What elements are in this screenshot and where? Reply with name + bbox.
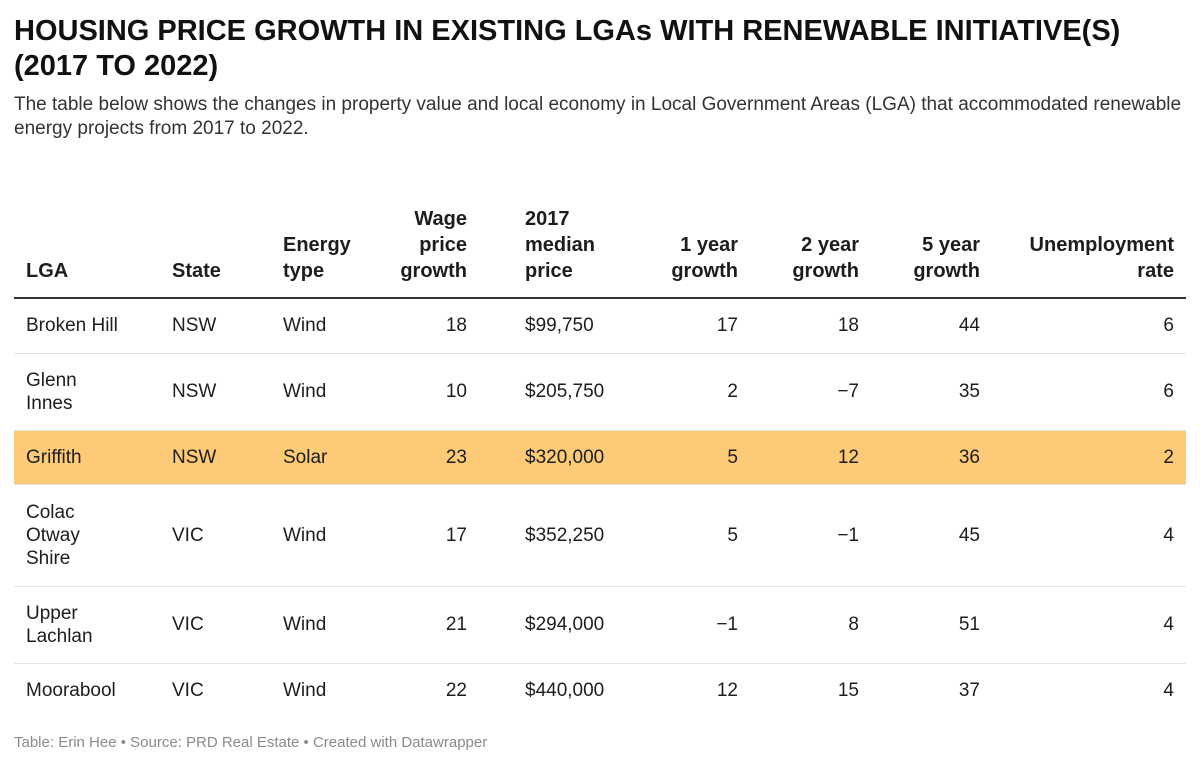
column-header-state: State — [160, 191, 271, 299]
cell-growth-1-year: 5 — [629, 484, 750, 587]
table-row: Upper Lachlan VIC Wind 21 $294,000 −1 8 51 4 — [14, 586, 1186, 664]
cell-growth-5-year: 35 — [871, 353, 992, 431]
cell-growth-1-year: 2 — [629, 353, 750, 431]
cell-growth-2-year: −7 — [750, 353, 871, 431]
cell-growth-1-year: 5 — [629, 430, 750, 485]
column-header-growth-1-year: 1 year growth — [629, 191, 750, 299]
cell-unemployment-rate: 4 — [1163, 680, 1174, 702]
cell-growth-2-year: 15 — [837, 680, 859, 702]
column-header-lga: LGA — [14, 191, 160, 299]
cell-energy-type: Wind — [271, 353, 381, 431]
cell-median-price-2017: $205,750 — [479, 353, 629, 431]
cell-lga: Moorabool — [26, 680, 116, 702]
cell-lga: Glenn Innes — [14, 353, 160, 431]
table-row: Moorabool VIC Wind 22 $440,000 12 15 37 4 — [14, 663, 1186, 718]
cell-wage-price-growth: 21 — [381, 586, 479, 664]
chart-title: HOUSING PRICE GROWTH IN EXISTING LGAs WI… — [14, 15, 1121, 82]
cell-growth-1-year: 17 — [629, 298, 750, 354]
cell-growth-5-year: 45 — [871, 484, 992, 587]
chart-header: HOUSING PRICE GROWTH IN EXISTING LGAs WI… — [14, 14, 1186, 141]
cell-growth-1-year: 12 — [716, 680, 738, 702]
column-header-growth-5-year: 5 year growth — [871, 191, 992, 299]
table-row: Broken Hill NSW Wind 18 $99,750 17 18 44 6 — [14, 298, 1186, 354]
cell-growth-5-year: 44 — [871, 298, 992, 354]
cell-median-price-2017: $440,000 — [525, 680, 605, 702]
cell-growth-1-year: −1 — [629, 586, 750, 664]
cell-median-price-2017: $294,000 — [479, 586, 629, 664]
table-row: Glenn Innes NSW Wind 10 $205,750 2 −7 35 6 — [14, 353, 1186, 431]
cell-energy-type: Wind — [283, 680, 327, 702]
cell-state: VIC — [160, 484, 271, 587]
cell-growth-5-year: 36 — [871, 430, 992, 485]
cell-unemployment-rate: 4 — [992, 484, 1186, 587]
header-row: LGA State Energy type Wage price growth 2017 med… — [14, 191, 1186, 299]
cell-wage-price-growth: 10 — [381, 353, 479, 431]
column-header-energy-type: Energy type — [271, 191, 381, 299]
cell-unemployment-rate: 6 — [992, 353, 1186, 431]
cell-energy-type: Wind — [271, 586, 381, 664]
cell-wage-price-growth: 17 — [381, 484, 479, 587]
cell-state: VIC — [172, 680, 204, 702]
cell-growth-2-year: 12 — [750, 430, 871, 485]
table-body: Broken Hill NSW Wind 18 $99,750 17 18 44 6 Glenn I… — [14, 298, 1186, 718]
cell-energy-type: Solar — [271, 430, 381, 485]
cell-median-price-2017: $352,250 — [479, 484, 629, 587]
cell-lga: Griffith — [14, 430, 160, 485]
cell-state: NSW — [160, 353, 271, 431]
cell-wage-price-growth: 23 — [381, 430, 479, 485]
cell-growth-5-year: 51 — [871, 586, 992, 664]
cell-unemployment-rate: 2 — [992, 430, 1186, 485]
chart-footer: Table: Erin Hee • Source: PRD Real Estat… — [14, 734, 488, 751]
table-header: LGA State Energy type Wage price growth 2017 med… — [14, 191, 1186, 299]
cell-energy-type: Wind — [271, 298, 381, 354]
cell-unemployment-rate: 4 — [992, 586, 1186, 664]
cell-median-price-2017: $99,750 — [479, 298, 629, 354]
column-header-growth-2-year: 2 year growth — [750, 191, 871, 299]
cell-growth-2-year: 8 — [750, 586, 871, 664]
cell-state: VIC — [160, 586, 271, 664]
cell-wage-price-growth: 18 — [381, 298, 479, 354]
cell-median-price-2017: $320,000 — [479, 430, 629, 485]
column-header-wage-price-growth: Wage price growth — [381, 191, 479, 299]
table-row: Colac Otway Shire VIC Wind 17 $352,250 5 −1 45 4 — [14, 484, 1186, 587]
cell-growth-2-year: 18 — [750, 298, 871, 354]
cell-energy-type: Wind — [271, 484, 381, 587]
cell-lga: Broken Hill — [14, 298, 160, 354]
chart-description: The table below shows the changes in pro… — [14, 94, 1182, 139]
cell-state: NSW — [160, 430, 271, 485]
cell-growth-2-year: −1 — [750, 484, 871, 587]
table-row: Griffith NSW Solar 23 $320,000 5 12 36 2 — [14, 430, 1186, 485]
cell-wage-price-growth: 22 — [445, 680, 467, 702]
cell-unemployment-rate: 6 — [992, 298, 1186, 354]
column-header-unemployment-rate: Unemployment rate — [992, 191, 1186, 299]
cell-growth-5-year: 37 — [958, 680, 980, 702]
cell-lga: Upper Lachlan — [14, 586, 160, 664]
column-header-median-price-2017: 2017 median price — [479, 191, 629, 299]
data-table: LGA State Energy type Wage price growth 2017 med… — [14, 191, 1186, 718]
cell-lga: Colac Otway Shire — [14, 484, 160, 587]
cell-state: NSW — [160, 298, 271, 354]
